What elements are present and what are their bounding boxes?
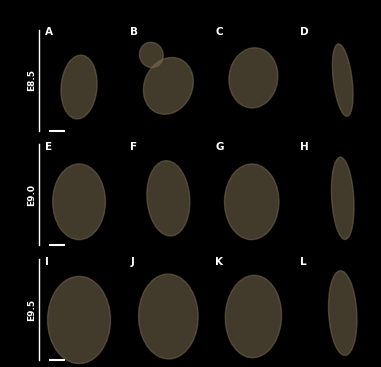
Text: I: I: [45, 257, 49, 267]
Text: D: D: [300, 28, 309, 37]
Ellipse shape: [143, 57, 193, 114]
Text: B: B: [130, 28, 138, 37]
Text: E9.5: E9.5: [27, 299, 36, 321]
Text: F: F: [130, 142, 137, 152]
Ellipse shape: [225, 275, 282, 358]
Text: L: L: [300, 257, 307, 267]
Ellipse shape: [332, 44, 353, 116]
Ellipse shape: [53, 164, 106, 240]
Text: C: C: [215, 28, 223, 37]
Text: E: E: [45, 142, 52, 152]
Text: Mst1$^{-/-}$;Mst2$^{+/-}$: Mst1$^{-/-}$;Mst2$^{+/-}$: [214, 5, 293, 17]
Text: K: K: [215, 257, 223, 267]
Ellipse shape: [229, 48, 278, 108]
Text: E9.0: E9.0: [27, 184, 36, 206]
Ellipse shape: [61, 55, 97, 119]
Ellipse shape: [328, 271, 357, 355]
Ellipse shape: [139, 42, 163, 68]
Ellipse shape: [48, 276, 110, 364]
Text: G: G: [215, 142, 224, 152]
Text: Mst1$^{+/-}$;Mst2$^{+/-}$: Mst1$^{+/-}$;Mst2$^{+/-}$: [44, 5, 123, 17]
Ellipse shape: [331, 157, 354, 240]
Text: J: J: [130, 257, 134, 267]
Ellipse shape: [139, 274, 198, 359]
Text: E8.5: E8.5: [27, 69, 36, 91]
Text: A: A: [45, 28, 53, 37]
Text: Mst1$^{-/-}$;Mst2$^{-/-}$: Mst1$^{-/-}$;Mst2$^{-/-}$: [299, 5, 378, 17]
Text: H: H: [300, 142, 309, 152]
Ellipse shape: [224, 164, 279, 240]
Ellipse shape: [147, 161, 190, 236]
Text: Mst1$^{+/-}$;Mst2$^{-/-}$: Mst1$^{+/-}$;Mst2$^{-/-}$: [129, 5, 208, 17]
